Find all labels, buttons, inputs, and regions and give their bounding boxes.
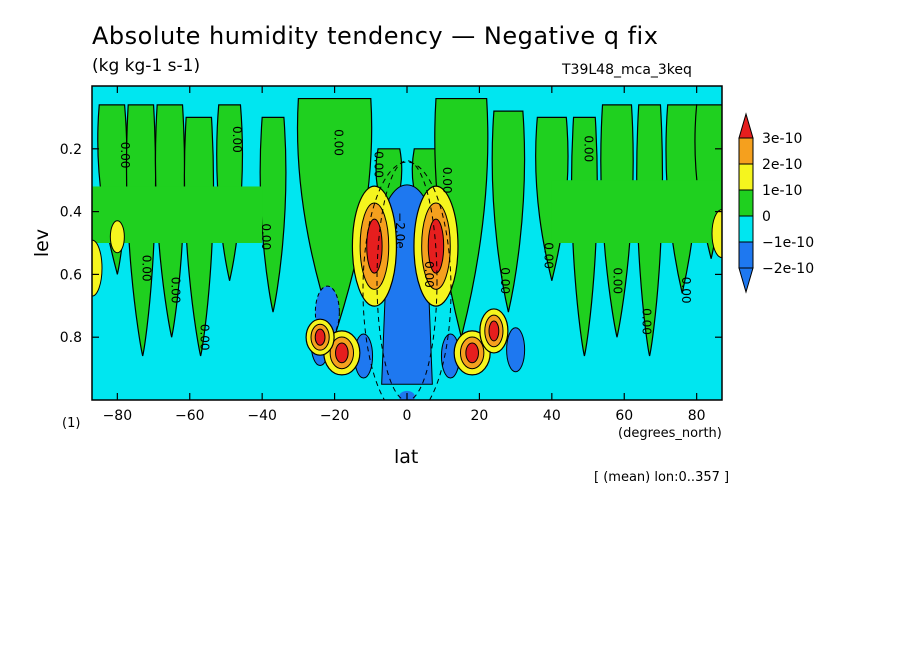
x-axis: −80 −60 −40 −20 0 20 40 60 80 (103, 86, 706, 424)
positive-core (366, 218, 383, 274)
colorbar-top-arrow (738, 112, 754, 139)
colorbar-swatch (738, 189, 754, 217)
positive-core (488, 320, 500, 342)
contour-label: 0.00 (610, 267, 624, 294)
contour-label: 0.00 (140, 255, 154, 282)
x-tick-label: 40 (543, 408, 561, 424)
x-tick-label: 60 (615, 408, 633, 424)
contour-label: 0.00 (679, 277, 693, 304)
contour-label: 0.00 (639, 308, 653, 335)
colorbar-swatch (738, 163, 754, 191)
contour-label: 0.00 (542, 242, 556, 269)
colorbar-label: 2e-10 (762, 157, 802, 173)
contour-label: 0.00 (332, 129, 346, 156)
contour-label: 0.00 (498, 267, 512, 294)
contour-label: 0.00 (169, 277, 183, 304)
contour-label: 0.00 (259, 223, 273, 250)
positive-core (335, 342, 349, 364)
y-tick-label: 0.8 (60, 330, 82, 346)
experiment-label: T39L48_mca_3keq (562, 62, 692, 78)
x-axis-unit: (degrees_north) (618, 426, 722, 441)
contour-labels: 0.00 0.00 0.00 0.00 0.00 0.00 0.00 0.00 −2.0e 0.0… (118, 126, 693, 351)
positive-edge-patch (109, 220, 125, 254)
y-axis-label: lev (31, 228, 54, 258)
x-tick-label: 80 (688, 408, 706, 424)
x-tick-label: 0 (403, 408, 412, 424)
x-tick-label: −80 (103, 408, 133, 424)
contour-label: 0.00 (371, 151, 385, 178)
upper-band-north (551, 180, 722, 243)
colorbar-label: −1e-10 (762, 235, 814, 251)
contour-label: −2.0e (393, 212, 407, 249)
negative-contour (376, 160, 438, 400)
positive-edge-patch (711, 209, 722, 259)
negative-contour (362, 161, 452, 400)
colorbar-swatch (738, 137, 754, 165)
x-tick-label: 20 (470, 408, 488, 424)
colorbar-swatch (738, 215, 754, 243)
y-axis-unit: (1) (62, 416, 81, 431)
contour-label: 0.00 (198, 324, 212, 351)
contour-field (92, 86, 722, 400)
positive-core (465, 342, 479, 364)
x-tick-label: −40 (247, 408, 277, 424)
colorbar-label: 1e-10 (762, 183, 802, 199)
colorbar-bottom-arrow (738, 267, 754, 294)
positive-edge-patch (92, 239, 103, 297)
colorbar-swatch (738, 241, 754, 269)
contour-label: 0.00 (118, 142, 132, 169)
colorbar: 3e-10 2e-10 1e-10 0 −1e-10 −2e-10 (738, 112, 814, 294)
contour-label: 0.00 (440, 167, 454, 194)
chart-title: Absolute humidity tendency — Negative q … (92, 22, 659, 50)
mean-note: [ (mean) lon:0..357 ] (594, 470, 730, 485)
y-axis: 0.2 0.4 0.6 0.8 (60, 142, 722, 346)
x-tick-label: −60 (175, 408, 205, 424)
contour-label: 0.00 (581, 135, 595, 162)
chart-units: (kg kg-1 s-1) (92, 56, 201, 76)
colorbar-label: 3e-10 (762, 131, 802, 147)
positive-filament (491, 110, 526, 313)
positive-core (314, 328, 326, 346)
y-tick-label: 0.6 (60, 267, 82, 283)
x-tick-label: −20 (320, 408, 350, 424)
colorbar-label: −2e-10 (762, 261, 814, 277)
contour-label: 0.00 (422, 261, 436, 288)
y-tick-label: 0.2 (60, 142, 82, 158)
colorbar-label: 0 (762, 209, 771, 225)
contour-label: 0.00 (230, 126, 244, 153)
negative-lobe (506, 327, 526, 373)
x-axis-label: lat (394, 446, 419, 468)
y-tick-label: 0.4 (60, 205, 82, 221)
